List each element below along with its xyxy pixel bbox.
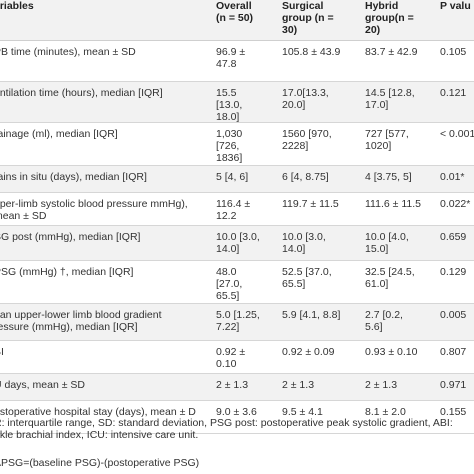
cell-surgical: 17.0[13.3, 20.0] bbox=[282, 87, 329, 111]
table-row: PB time (minutes), mean ± SD 96.9 ± 47.8… bbox=[0, 41, 474, 82]
cell-overall: 2 ± 1.3 bbox=[216, 379, 249, 391]
cell-p-value: 0.971 bbox=[440, 379, 467, 391]
cell-surgical: 6 [4, 8.75] bbox=[282, 171, 329, 183]
footnote-text: ΔPSG=(baseline PSG)-(postoperative PSG) bbox=[0, 457, 200, 469]
cell-surgical: 52.5 [37.0, 65.5] bbox=[282, 266, 332, 290]
row-label: rainage (ml), median [IQR] bbox=[0, 128, 118, 140]
header-hybrid: Hybrid group(n = 20) bbox=[365, 0, 414, 36]
cell-p-value: 0.005 bbox=[440, 309, 467, 321]
cell-surgical: 105.8 ± 43.9 bbox=[282, 46, 341, 58]
cell-hybrid: 0.93 ± 0.10 bbox=[365, 346, 418, 358]
cell-hybrid: 2 ± 1.3 bbox=[365, 379, 398, 391]
table-row: rains in situ (days), median [IQR] 5 [4,… bbox=[0, 166, 474, 193]
footnote-text: R: interquartile range, SD: standard dev… bbox=[0, 417, 453, 441]
results-table: ariables Overall (n = 50) Surgical group… bbox=[0, 0, 474, 434]
header-overall: Overall (n = 50) bbox=[216, 0, 254, 24]
cell-overall: 5.0 [1.25, 7.22] bbox=[216, 309, 260, 333]
cell-hybrid: 10.0 [4.0, 15.0] bbox=[365, 231, 409, 255]
table-row: U days, mean ± SD 2 ± 1.3 2 ± 1.3 2 ± 1.… bbox=[0, 374, 474, 401]
row-label: entilation time (hours), median [IQR] bbox=[0, 87, 163, 99]
table-header-row: ariables Overall (n = 50) Surgical group… bbox=[0, 0, 474, 41]
cell-p-value: 0.807 bbox=[440, 346, 467, 358]
row-label: U days, mean ± SD bbox=[0, 379, 85, 391]
cell-p-value: 0.659 bbox=[440, 231, 467, 243]
table-row: ean upper-lower limb blood gradient ress… bbox=[0, 304, 474, 341]
cell-p-value: 0.129 bbox=[440, 266, 467, 278]
cell-overall: 9.0 ± 3.6 bbox=[216, 406, 257, 418]
cell-overall: 0.92 ± 0.10 bbox=[216, 346, 246, 370]
table-footnote-abbreviations: R: interquartile range, SD: standard dev… bbox=[0, 417, 474, 442]
table-row: BI 0.92 ± 0.10 0.92 ± 0.09 0.93 ± 0.10 0… bbox=[0, 341, 474, 374]
table-row: ostoperative hospital stay (days), mean … bbox=[0, 401, 474, 434]
cell-surgical: 5.9 [4.1, 8.8] bbox=[282, 309, 341, 321]
cell-surgical: 2 ± 1.3 bbox=[282, 379, 315, 391]
cell-p-value: 0.105 bbox=[440, 46, 467, 58]
cell-surgical: 119.7 ± 11.5 bbox=[282, 198, 339, 210]
cell-overall: 116.4 ± 12.2 bbox=[216, 198, 251, 222]
cell-overall: 1,030 [726, 1836] bbox=[216, 128, 243, 164]
cell-p-value: 0.121 bbox=[440, 87, 467, 99]
table-row: PSG (mmHg) †, median [IQR] 48.0 [27.0, 6… bbox=[0, 261, 474, 304]
cell-hybrid: 8.1 ± 2.0 bbox=[365, 406, 406, 418]
row-label: PB time (minutes), mean ± SD bbox=[0, 46, 136, 58]
row-label: BI bbox=[0, 346, 4, 358]
cell-hybrid: 32.5 [24.5, 61.0] bbox=[365, 266, 415, 290]
cell-hybrid: 2.7 [0.2, 5.6] bbox=[365, 309, 403, 333]
cell-p-value: 0.022* bbox=[440, 198, 471, 210]
cell-overall: 48.0 [27.0, 65.5] bbox=[216, 266, 243, 302]
cell-overall: 5 [4, 6] bbox=[216, 171, 249, 183]
cell-p-value: < 0.001* bbox=[440, 128, 474, 140]
cell-hybrid: 83.7 ± 42.9 bbox=[365, 46, 418, 58]
row-label: pper-limb systolic blood pressure mmHg),… bbox=[0, 198, 188, 222]
row-label: SG post (mmHg), median [IQR] bbox=[0, 231, 141, 243]
table-row: entilation time (hours), median [IQR] 15… bbox=[0, 82, 474, 123]
cell-p-value: 0.155 bbox=[440, 406, 467, 418]
cell-hybrid: 727 [577, 1020] bbox=[365, 128, 409, 152]
table-row: rainage (ml), median [IQR] 1,030 [726, 1… bbox=[0, 123, 474, 166]
cell-overall: 15.5 [13.0, 18.0] bbox=[216, 87, 243, 123]
cell-surgical: 1560 [970, 2228] bbox=[282, 128, 332, 152]
cell-hybrid: 14.5 [12.8, 17.0] bbox=[365, 87, 415, 111]
cell-hybrid: 4 [3.75, 5] bbox=[365, 171, 412, 183]
row-label: PSG (mmHg) †, median [IQR] bbox=[0, 266, 134, 278]
cell-hybrid: 111.6 ± 11.5 bbox=[365, 198, 421, 210]
table-row: pper-limb systolic blood pressure mmHg),… bbox=[0, 193, 474, 226]
cell-overall: 96.9 ± 47.8 bbox=[216, 46, 246, 70]
row-label: ostoperative hospital stay (days), mean … bbox=[0, 406, 196, 418]
cell-overall: 10.0 [3.0, 14.0] bbox=[216, 231, 260, 255]
cell-surgical: 0.92 ± 0.09 bbox=[282, 346, 335, 358]
header-variables: ariables bbox=[0, 0, 34, 12]
row-label: ean upper-lower limb blood gradient ress… bbox=[0, 309, 162, 333]
table-footnote-delta-psg: ΔPSG=(baseline PSG)-(postoperative PSG) bbox=[0, 457, 474, 470]
cell-surgical: 10.0 [3.0, 14.0] bbox=[282, 231, 326, 255]
row-label: rains in situ (days), median [IQR] bbox=[0, 171, 147, 183]
cell-p-value: 0.01* bbox=[440, 171, 465, 183]
table-row: SG post (mmHg), median [IQR] 10.0 [3.0, … bbox=[0, 226, 474, 261]
header-surgical: Surgical group (n = 30) bbox=[282, 0, 334, 36]
header-p-value: P valu bbox=[440, 0, 471, 12]
cell-surgical: 9.5 ± 4.1 bbox=[282, 406, 323, 418]
